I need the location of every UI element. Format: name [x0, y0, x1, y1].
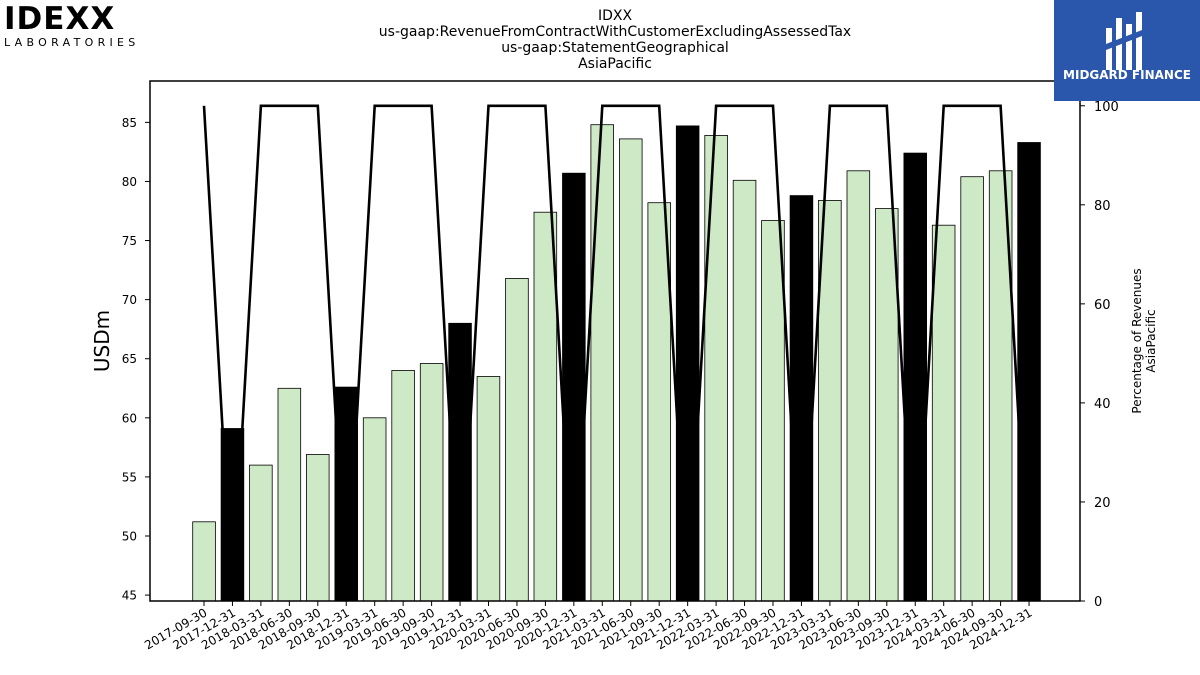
midgard-finance-logo: MIDGARD FINANCE — [1054, 0, 1200, 101]
bar-2024-06-30 — [960, 176, 984, 602]
y2-tick-label: 100 — [1094, 100, 1119, 115]
y-axis-label: USDm — [90, 310, 114, 372]
y-tick-label: 85 — [122, 116, 137, 130]
midgard-emblem-icon — [1106, 12, 1142, 70]
title-line-concept: us-gaap:RevenueFromContractWithCustomerE… — [378, 24, 852, 40]
bar-2020-09-30 — [533, 211, 558, 602]
y2-tick-label: 20 — [1094, 496, 1111, 511]
y-tick-label: 75 — [122, 234, 137, 248]
bar-2022-06-30 — [732, 179, 757, 602]
bar-2023-06-30 — [846, 170, 871, 602]
y2-axis-label-line2: AsiaPacific — [1144, 309, 1158, 372]
plot-frame — [149, 80, 1081, 602]
bar-2023-09-30 — [875, 208, 899, 602]
y2-tick-label: 60 — [1094, 298, 1111, 313]
idexx-logo: IDEXX LABORATORIES — [4, 4, 154, 50]
bar-2024-03-31 — [931, 224, 956, 602]
title-line-member: AsiaPacific — [578, 56, 652, 72]
bar-2024-12-31 — [1017, 142, 1041, 602]
bar-2020-03-31 — [476, 376, 501, 602]
y-tick-label: 50 — [122, 530, 137, 544]
y-tick-label: 80 — [122, 175, 137, 189]
y-tick-label: 65 — [122, 352, 137, 366]
bar-2021-03-31 — [590, 124, 615, 602]
bar-2019-06-30 — [391, 370, 415, 602]
bar-2020-06-30 — [505, 277, 529, 602]
y2-tick-label: 0 — [1094, 595, 1102, 610]
y-tick-label: 70 — [122, 293, 137, 307]
bar-2022-03-31 — [704, 134, 728, 602]
title-line-axis: us-gaap:StatementGeographical — [501, 40, 729, 56]
logo-subtext: LABORATORIES — [4, 36, 140, 49]
chart-title: IDXX us-gaap:RevenueFromContractWithCust… — [315, 8, 915, 72]
brand-text: MIDGARD FINANCE — [1063, 68, 1191, 82]
bar-2020-12-31 — [562, 172, 586, 602]
bar-2022-09-30 — [761, 220, 785, 602]
bar-2019-09-30 — [419, 363, 444, 602]
y-tick-label: 60 — [122, 411, 137, 425]
y2-axis-label-line1: Percentage of Revenues — [1130, 268, 1144, 413]
y2-tick-label: 80 — [1094, 199, 1111, 214]
bar-2022-12-31 — [789, 195, 814, 602]
bar-2018-03-31 — [249, 464, 273, 602]
y-tick-label: 45 — [122, 589, 137, 603]
bar-2019-03-31 — [362, 417, 387, 602]
bar-2023-12-31 — [903, 152, 928, 602]
y-tick-label: 55 — [122, 470, 137, 484]
title-line-company: IDXX — [597, 8, 633, 24]
bar-2018-09-30 — [305, 454, 330, 602]
percentage-line — [202, 104, 1031, 602]
logo-wordmark: IDEXX — [4, 1, 116, 37]
bar-2018-06-30 — [277, 387, 302, 602]
bar-2021-12-31 — [675, 125, 700, 602]
bar-2021-06-30 — [619, 138, 643, 602]
bar-2017-09-30 — [192, 521, 216, 602]
y2-tick-label: 40 — [1094, 397, 1111, 412]
bar-2018-12-31 — [334, 386, 358, 602]
